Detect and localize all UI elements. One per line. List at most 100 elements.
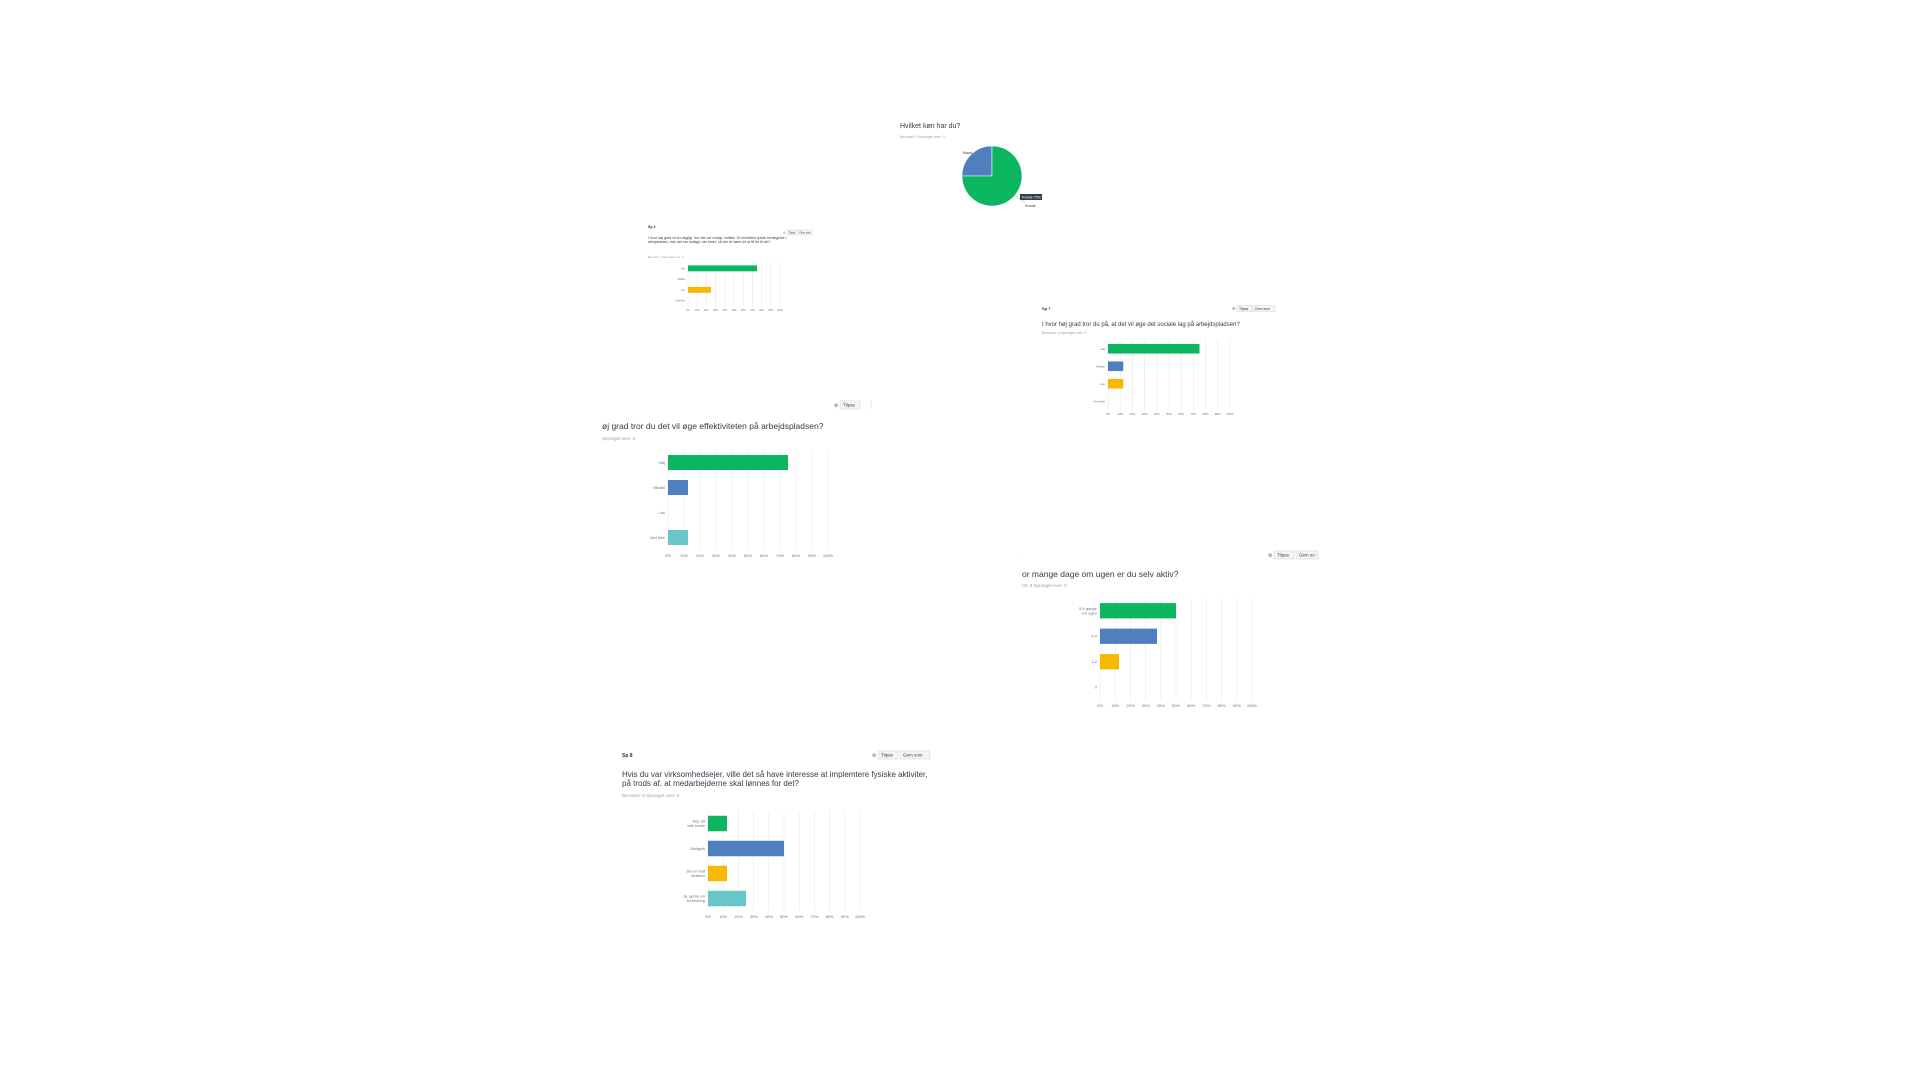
q7-svg: Sp 7 ⚙ Tilpas Gem som I hvor høj grad tr… (1042, 305, 1276, 416)
x-tick-label: 90% (841, 914, 849, 919)
x-tick-label: 20% (1126, 703, 1134, 708)
q3-gemsom-button[interactable] (797, 229, 813, 236)
q3-svg: Sp 3 ⚙ Tilpas Gem som I hvor høj grad vi… (648, 225, 813, 312)
q5-gemsom-button[interactable] (1295, 550, 1319, 560)
category-label: 0 (1095, 685, 1098, 690)
q7-tilpas-button[interactable] (1236, 305, 1253, 312)
q8-gemsom-label: Gem som (903, 753, 923, 758)
q5-meta: ret: 8 Sprunget over: 0 (1022, 583, 1067, 588)
q6-tilpas-button[interactable] (839, 400, 861, 410)
pie-svg: Hvilket køn har du? Besvaret: 4 Sprunget… (900, 123, 1042, 208)
category-label: Lav (681, 289, 686, 292)
x-tick-label: 10% (695, 310, 700, 312)
x-tick-label: 100% (823, 553, 834, 558)
q5-tilpas-label: Tilpas (1277, 553, 1290, 558)
x-tick-label: 70% (776, 553, 784, 558)
q3-label: Sp 3 (648, 225, 655, 229)
filter-icon[interactable]: ⚙ (783, 232, 786, 235)
q6-tilpas-label: Tilpas (843, 403, 856, 408)
q5-title: or mange dage om ugen er du selv aktiv? (1022, 569, 1179, 579)
category-label: Middel (653, 485, 665, 490)
x-tick-label: 70% (1190, 412, 1196, 416)
bar[interactable] (708, 840, 784, 857)
q3-meta: Besvaret: 4 Sprunget over: 0 (648, 255, 684, 259)
q3-chart: 0% 10% 20% 30% 40% 50% 60% 70% 80% 90% 100% Høj Midd… (676, 263, 783, 312)
x-tick-label: 30% (750, 914, 758, 919)
bar[interactable] (668, 455, 788, 470)
q8-tilpas-button[interactable] (877, 750, 899, 760)
x-tick-label: 40% (1157, 703, 1165, 708)
x-tick-label: 60% (795, 914, 803, 919)
q5-filter-icon[interactable]: ⚙ (1268, 553, 1273, 559)
q8-title-line2: på trods af, at medarbejderne skal lønne… (622, 779, 800, 788)
pie-slice[interactable] (961, 145, 993, 177)
x-tick-label: 80% (792, 553, 800, 558)
q5-tilpas-button[interactable] (1273, 550, 1295, 560)
q6-meta: Sprunget over: 0 (602, 436, 636, 441)
q8-gemsom-button[interactable] (899, 750, 931, 760)
x-tick-label: 20% (734, 914, 742, 919)
x-tick-label: 100% (1247, 703, 1258, 708)
category-label: Lav (659, 510, 665, 515)
q8-panel: Sp 8 ⚙ Tilpas Gem som Hvis du var virkso… (620, 745, 940, 925)
x-tick-label: 30% (1142, 412, 1148, 416)
bar[interactable] (1108, 361, 1124, 372)
q6-filter-icon[interactable]: ⚙ (834, 403, 839, 409)
category-label: Middel (678, 278, 686, 281)
category-label: Ved ikke (650, 535, 666, 540)
bar[interactable] (1108, 378, 1124, 389)
bar[interactable] (708, 865, 727, 882)
bar[interactable] (1100, 603, 1176, 619)
q8-filter-icon[interactable]: ⚙ (872, 753, 877, 759)
x-tick-label: 50% (780, 914, 788, 919)
category-label: Nej, så (693, 819, 706, 824)
category-label: Det er helt (687, 869, 706, 874)
q5-svg: . ⚙ Tilpas Gem so or mange dage om ugen … (1022, 550, 1319, 708)
pie-tooltip-text: Kvinde 75% (1022, 196, 1041, 200)
bar[interactable] (1100, 654, 1119, 670)
bar[interactable] (1108, 343, 1200, 354)
x-tick-label: 40% (765, 914, 773, 919)
x-tick-label: 50% (1166, 412, 1172, 416)
pie-leader-kvinde (1012, 193, 1026, 204)
q5-gemsom-label: Gem so (1299, 553, 1315, 558)
x-tick-label: 10% (1117, 412, 1123, 416)
bar[interactable] (668, 530, 688, 545)
x-tick-label: 30% (713, 310, 718, 312)
x-tick-label: 90% (808, 553, 816, 558)
q6-panel: ⚙ Tilpas øj grad tror du det vil øge eff… (600, 398, 880, 578)
pie-title: Hvilket køn har du? (900, 123, 960, 130)
q3-tilpas-label: Tilpas (789, 231, 797, 235)
pie-label-kvinde: Kvinde (1025, 204, 1036, 208)
x-tick-label: 100% (777, 310, 783, 312)
x-tick-label: 20% (1129, 412, 1135, 416)
category-label: Lav (1100, 382, 1105, 386)
pie-tooltip (1020, 194, 1042, 200)
pie-leader-mand (970, 152, 978, 155)
bar[interactable] (668, 480, 688, 495)
x-tick-label: 10% (680, 553, 688, 558)
q8-title-line1: Hvis du var virksomhedsejer, ville det s… (622, 770, 927, 779)
q3-title: I hvor høj grad vil du dagligt, tror det… (648, 236, 787, 245)
x-tick-label: 40% (728, 553, 736, 558)
q7-gemsom-button[interactable] (1252, 305, 1276, 312)
category-label: 3-4 (1091, 634, 1098, 639)
q6-title: øj grad tror du det vil øge effektivitet… (602, 421, 824, 431)
q7-meta: Besvaret: 4 Sprunget over: 0 (1042, 331, 1087, 335)
x-tick-label: 60% (760, 553, 768, 558)
bar[interactable] (708, 890, 746, 907)
bar[interactable] (688, 286, 711, 293)
pie-slice[interactable] (961, 145, 1023, 207)
q7-filter-icon[interactable]: ⚙ (1232, 306, 1236, 311)
bar[interactable] (1100, 628, 1157, 644)
q5-panel: . ⚙ Tilpas Gem so or mange dage om ugen … (1020, 545, 1320, 720)
category-label: Ved ikke (1094, 399, 1106, 403)
x-tick-label: 90% (768, 310, 773, 312)
x-tick-label: 0% (705, 914, 711, 919)
bar[interactable] (708, 815, 727, 832)
x-tick-label: 50% (1172, 703, 1180, 708)
x-tick-label: 80% (1218, 703, 1226, 708)
q3-tilpas-button[interactable] (786, 229, 798, 236)
pie-meta: Besvaret: 4 Sprunget over: 0 (900, 135, 945, 139)
bar[interactable] (688, 265, 757, 272)
